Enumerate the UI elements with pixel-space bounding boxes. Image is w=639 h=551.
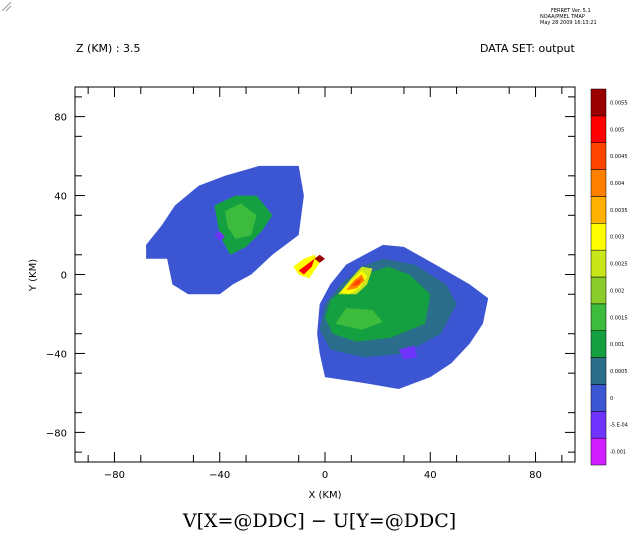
region-west-blob-purple [214,231,225,241]
colorbar-swatch [590,249,607,278]
resize-grip-icon[interactable] [0,0,12,12]
colorbar-swatch [590,437,607,466]
colorbar-swatch [590,88,607,117]
z-level-label: Z (KM) : 3.5 [76,42,141,55]
region-east-blob-green-2 [335,308,383,330]
colorbar: -0.001 -5.E-04 0 0.0005 0.001 0.0015 0.002 0.00… [590,88,628,466]
colorbar-label: 0.004 [610,181,624,187]
colorbar-swatch [590,411,607,439]
plot-regions [146,165,489,389]
colorbar-label: 0 [610,396,613,402]
formula-title: V[X=@DDC] − U[Y=@DDC] [182,510,457,532]
colorbar-label: 0.0035 [610,208,628,214]
colorbar-swatch [590,196,607,224]
colorbar-swatch [590,384,607,412]
x-tick-label: 40 [424,470,437,481]
dataset-label: DATA SET: output [480,42,575,55]
colorbar-label: 0.002 [610,288,624,294]
y-tick-label: 80 [54,113,67,124]
colorbar-label: 0.0025 [610,262,628,268]
colorbar-label: -0.001 [610,450,626,456]
y-tick-label: 40 [54,192,67,203]
colorbar-swatch [590,330,607,358]
organization-label: NOAA/PMEL TMAP [540,14,585,20]
region-east-blob-purple [398,345,418,360]
colorbar-swatch [590,357,607,385]
colorbar-label: -5.E-04 [610,423,628,429]
x-tick-label: −40 [209,470,230,481]
y-tick-label: −80 [46,428,67,439]
y-axis: 80 40 0 −40 −80 [46,96,575,453]
plot-frame [74,86,576,463]
region-east-blob-red [351,278,362,287]
colorbar-swatch [590,115,607,143]
colorbar-label: 0.001 [610,342,624,348]
date-label: May 28 2009 16:13:21 [540,20,597,26]
colorbar-label: 0.0015 [610,315,628,321]
y-axis-title: Y (KM) [28,259,39,292]
y-tick-label: −40 [46,349,67,360]
colorbar-label: 0.0005 [610,369,628,375]
x-axis-title: X (KM) [308,490,341,501]
region-center-streak-darkred [314,254,325,263]
colorbar-swatch [590,303,607,331]
ferret-version: FERRET Ver. 5.1 [551,8,591,14]
colorbar-label: 0.005 [610,127,624,133]
colorbar-swatch [590,276,607,305]
colorbar-label: 0.0045 [610,154,628,160]
x-tick-label: −80 [104,470,125,481]
x-axis: −80 −40 0 40 80 [87,87,563,481]
region-center-streak-red [298,258,315,275]
region-west-blob-green-2 [225,203,257,239]
colorbar-label: 0.003 [610,235,624,241]
colorbar-label: 0.0055 [610,100,628,106]
y-tick-label: 0 [61,271,67,282]
x-tick-label: 0 [322,470,328,481]
x-tick-label: 80 [529,470,542,481]
colorbar-swatch [590,142,607,170]
colorbar-swatch [590,223,607,251]
colorbar-swatch [590,169,607,197]
